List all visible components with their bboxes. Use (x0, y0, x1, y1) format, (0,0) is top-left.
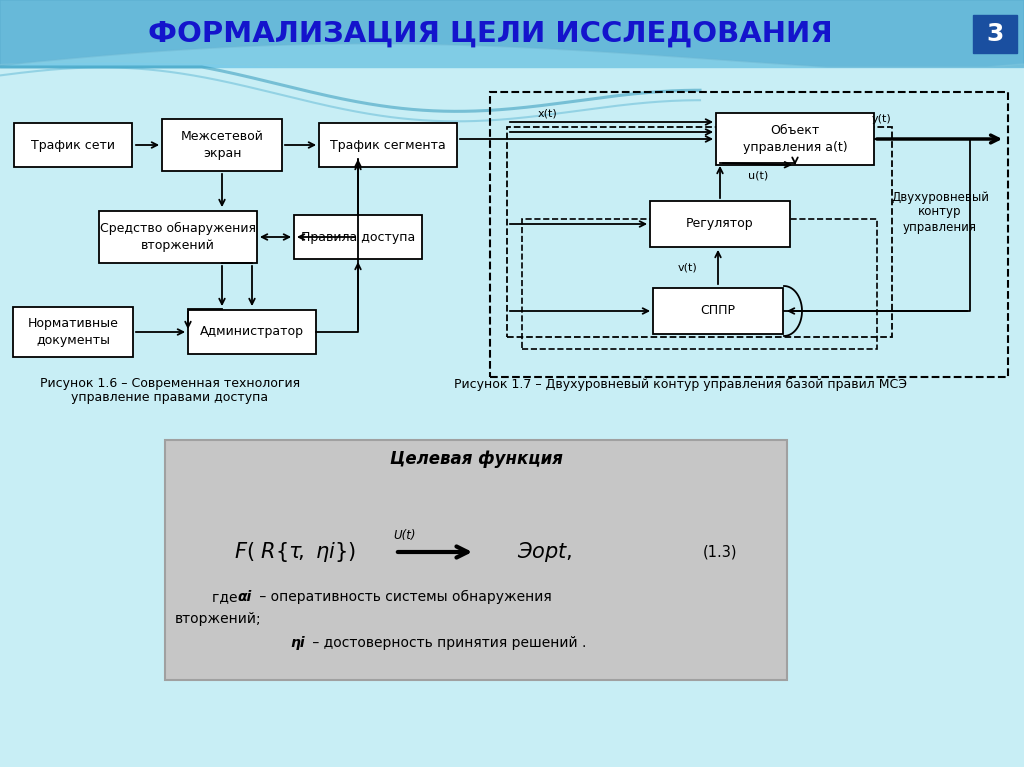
Text: Средство обнаружения
вторжений: Средство обнаружения вторжений (100, 222, 256, 252)
Text: Целевая функция: Целевая функция (389, 450, 562, 468)
Text: $\mathit{Эopt,}$: $\mathit{Эopt,}$ (517, 540, 572, 564)
Text: u(t): u(t) (748, 170, 768, 180)
Bar (507, 127, 892, 337)
Bar (13, 307, 133, 357)
Bar (294, 215, 422, 259)
Bar (188, 310, 316, 354)
Bar (973, 15, 1017, 53)
Text: U(t): U(t) (394, 528, 416, 542)
Text: x(t): x(t) (539, 109, 558, 119)
Text: Трафик сети: Трафик сети (31, 139, 115, 152)
Text: – оперативность системы обнаружения: – оперативность системы обнаружения (255, 590, 552, 604)
Text: Нормативные
документы: Нормативные документы (28, 318, 119, 347)
Text: Правила доступа: Правила доступа (301, 231, 415, 243)
Text: вторжений;: вторжений; (175, 612, 261, 626)
Text: ηi: ηi (290, 636, 304, 650)
Text: Двухуровневый
контур
управления: Двухуровневый контур управления (891, 190, 989, 233)
Text: αi: αi (237, 590, 251, 604)
Text: Трафик сегмента: Трафик сегмента (330, 139, 445, 152)
Text: Объект
управления a(t): Объект управления a(t) (742, 124, 847, 153)
Text: Администратор: Администратор (200, 325, 304, 338)
Text: СППР: СППР (700, 304, 735, 318)
Bar (653, 288, 783, 334)
Text: v(t): v(t) (678, 262, 698, 272)
Text: y(t): y(t) (872, 114, 892, 124)
Text: Межсетевой
экран: Межсетевой экран (180, 130, 263, 160)
Text: управление правами доступа: управление правами доступа (72, 391, 268, 404)
Text: $\mathit{F(\ R\{\tau\!,\ \eta i\})}$: $\mathit{F(\ R\{\tau\!,\ \eta i\})}$ (233, 540, 356, 564)
Bar (0, 0, 1024, 67)
Bar (165, 440, 787, 680)
Text: – достоверность принятия решений .: – достоверность принятия решений . (308, 636, 587, 650)
Text: (1.3): (1.3) (702, 545, 737, 559)
Bar (319, 123, 457, 167)
Text: где: где (212, 590, 242, 604)
Bar (522, 219, 877, 349)
Bar (162, 119, 282, 171)
Bar (99, 211, 257, 263)
Text: Рисунок 1.6 – Современная технология: Рисунок 1.6 – Современная технология (40, 377, 300, 390)
Text: Регулятор: Регулятор (686, 218, 754, 231)
Bar (14, 123, 132, 167)
Bar (716, 113, 874, 165)
Text: Рисунок 1.7 – Двухуровневый контур управления базой правил МСЭ: Рисунок 1.7 – Двухуровневый контур управ… (454, 377, 906, 390)
Text: 3: 3 (986, 22, 1004, 46)
Text: ФОРМАЛИЗАЦИЯ ЦЕЛИ ИССЛЕДОВАНИЯ: ФОРМАЛИЗАЦИЯ ЦЕЛИ ИССЛЕДОВАНИЯ (147, 20, 833, 48)
Bar (490, 92, 1008, 377)
Bar (650, 201, 790, 247)
